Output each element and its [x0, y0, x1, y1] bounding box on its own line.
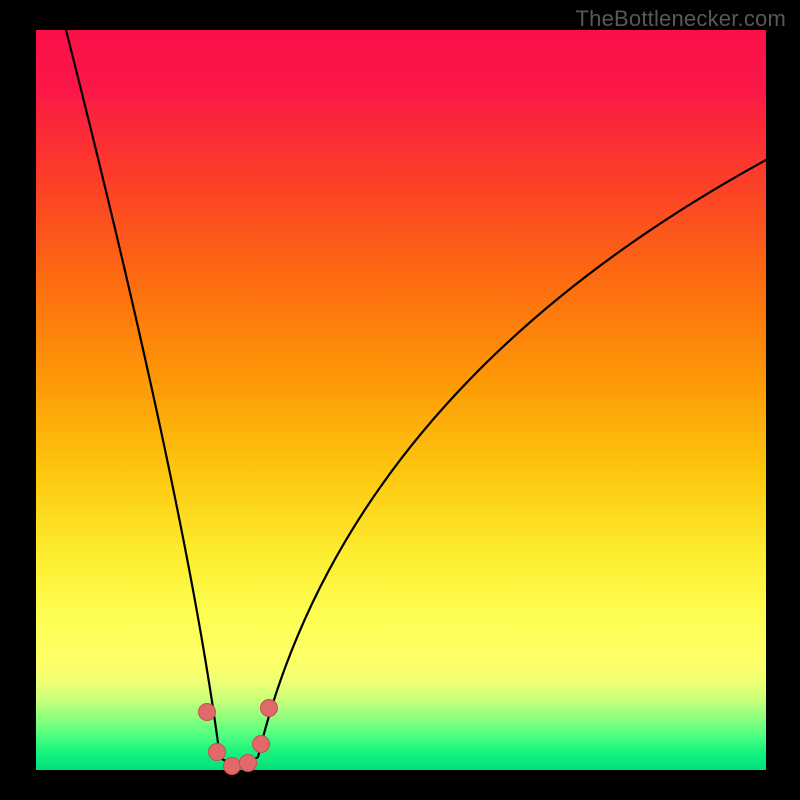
marker-point — [253, 736, 270, 753]
bottleneck-curve — [66, 30, 766, 763]
chart-svg-overlay — [0, 0, 800, 800]
marker-point — [209, 744, 226, 761]
bottleneck-chart: TheBottlenecker.com — [0, 0, 800, 800]
marker-point — [261, 700, 278, 717]
marker-point — [224, 758, 241, 775]
marker-point — [199, 704, 216, 721]
marker-point — [240, 755, 257, 772]
watermark-text: TheBottlenecker.com — [576, 6, 786, 32]
markers-group — [199, 700, 278, 775]
curve-group — [66, 30, 766, 763]
